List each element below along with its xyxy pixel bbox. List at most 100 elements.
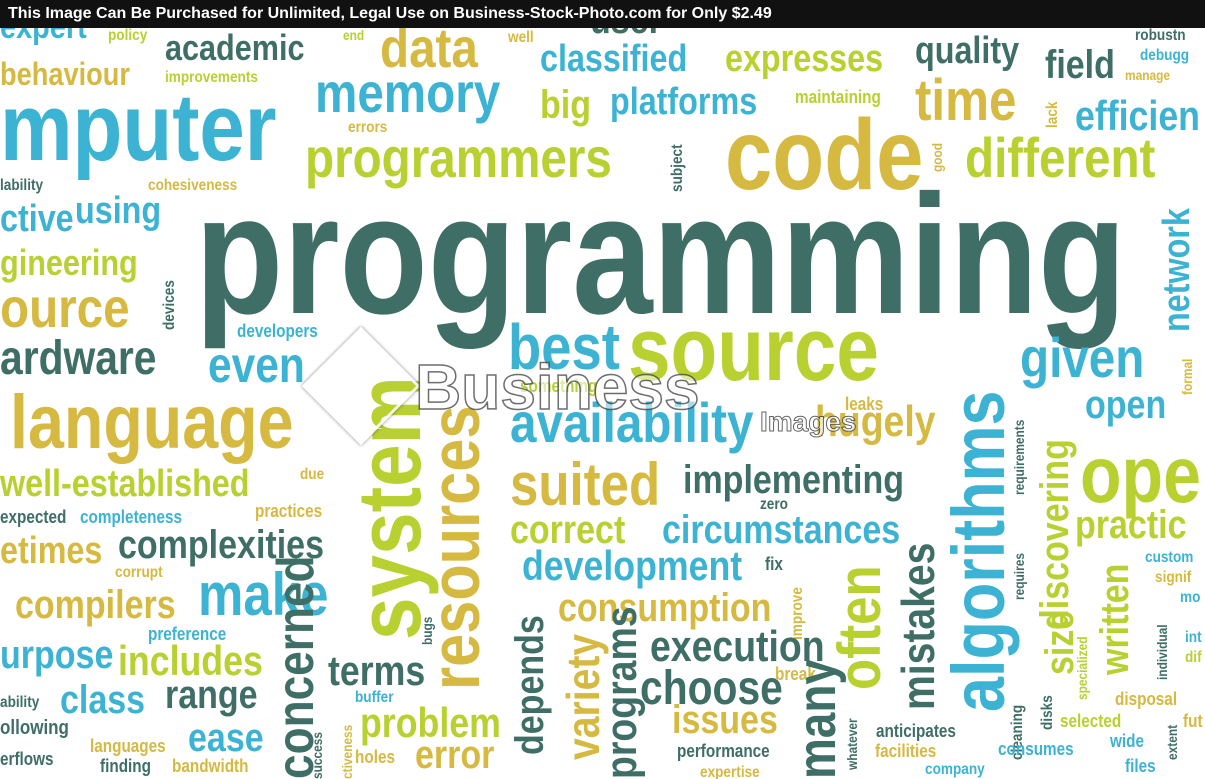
word: source [628, 300, 879, 400]
word: code [725, 99, 924, 211]
word: class [60, 678, 146, 722]
word: disposal [1115, 689, 1178, 709]
word: algorithms [937, 390, 1020, 712]
word: facilities [875, 741, 937, 761]
word: expresses [725, 38, 884, 80]
word: mistakes [892, 542, 944, 710]
word: development [522, 542, 743, 589]
word: consumption [558, 586, 772, 630]
word: company [925, 761, 985, 778]
word: finding [100, 756, 151, 776]
word: mo [1180, 589, 1201, 606]
word: many [787, 659, 847, 779]
word: bugs [419, 616, 435, 645]
word: network [1156, 208, 1198, 332]
word: disks [1039, 695, 1056, 730]
word: performance [677, 741, 770, 761]
word: signif [1155, 569, 1192, 586]
word: developers [237, 321, 318, 341]
word: quality [915, 30, 1020, 72]
word: urpose [0, 633, 114, 677]
word: well [508, 29, 534, 46]
word: languages [90, 736, 166, 756]
word: lack [1044, 101, 1061, 128]
word: errors [348, 119, 388, 136]
word: availability [510, 391, 754, 454]
watermark-suffix: Images [760, 406, 857, 438]
word: leaks [845, 394, 884, 414]
word: ctiveness [339, 724, 355, 779]
word: formal [1179, 358, 1195, 395]
word: preference [148, 624, 227, 644]
word: end [343, 27, 365, 43]
word: big [540, 83, 591, 127]
word: fix [765, 554, 783, 574]
word: ource [0, 276, 130, 339]
word: due [300, 466, 325, 483]
word: requires [1011, 553, 1027, 600]
word: even [208, 337, 305, 393]
word: maintaining [795, 87, 881, 107]
word: terms [328, 647, 426, 694]
word: files [1125, 756, 1156, 776]
word: mputer [0, 74, 277, 181]
watermark: Business Images [301, 326, 925, 450]
word: execution [650, 622, 825, 671]
word: platforms [610, 81, 758, 123]
purchase-banner: This Image Can Be Purchased for Unlimite… [0, 0, 1205, 28]
word: devices [161, 280, 178, 330]
word: well-established [0, 463, 250, 505]
word: gineering [0, 242, 138, 283]
word: programs [597, 606, 646, 779]
word: ollowing [0, 717, 69, 739]
word: correct [510, 508, 626, 552]
word: robustn [1135, 27, 1186, 44]
word: wide [1110, 731, 1145, 751]
word: issues [672, 698, 778, 742]
word: break [775, 664, 816, 684]
word: policy [108, 27, 148, 44]
word: discovering [1033, 439, 1077, 630]
word: range [165, 673, 258, 717]
watermark-brand: Business [414, 350, 700, 424]
word: expected [0, 507, 67, 527]
word: custom [1145, 549, 1194, 566]
word: individual [1154, 624, 1170, 680]
word: anticipates [876, 721, 956, 741]
word: consumes [998, 739, 1074, 759]
word: ease [188, 716, 264, 760]
word: practices [255, 501, 323, 521]
word: time [915, 68, 1017, 133]
word: ope [1080, 430, 1201, 519]
word: cohesiveness [148, 177, 238, 194]
word: requirements [1011, 419, 1027, 495]
word: holes [355, 747, 395, 767]
word: compilers [15, 583, 176, 627]
word: ability [0, 694, 40, 711]
word: using [75, 190, 162, 232]
word: manage [1125, 67, 1170, 83]
word: given [1020, 326, 1145, 389]
word: open [1085, 383, 1167, 427]
word: bandwidth [172, 756, 249, 776]
word: programmers [305, 126, 612, 189]
word: debugg [1140, 47, 1190, 64]
word: different [965, 126, 1156, 189]
word: programming [195, 160, 1127, 350]
word: efficien [1075, 92, 1200, 139]
word: suited [510, 451, 661, 518]
word: expertise [700, 764, 760, 779]
word: erflows [0, 749, 54, 769]
word: something [520, 376, 598, 396]
word: selected [1060, 711, 1122, 731]
word: memory [315, 61, 501, 124]
word: best [508, 311, 620, 383]
word: hugely [815, 397, 936, 446]
word: data [380, 16, 478, 79]
word: problem [360, 699, 501, 746]
watermark-logo [301, 326, 421, 446]
word: choose [640, 662, 783, 715]
word: whatever [844, 718, 860, 770]
